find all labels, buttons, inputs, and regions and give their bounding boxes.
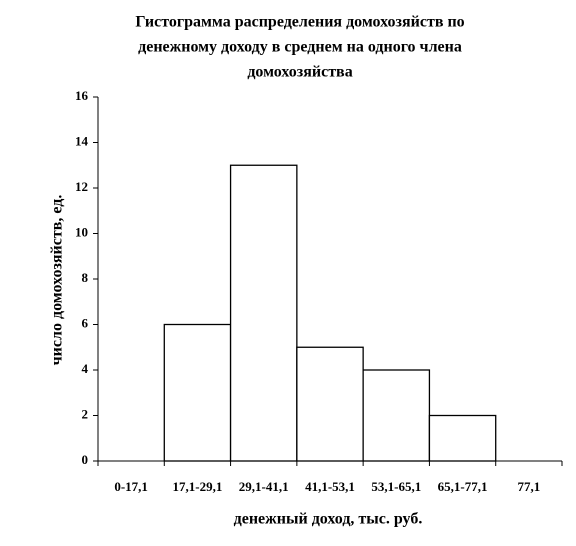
x-tick-label: 29,1-41,1 [239, 479, 289, 494]
y-tick-label: 12 [75, 179, 88, 194]
y-tick-label: 10 [75, 224, 88, 239]
x-tick-label: 0-17,1 [114, 479, 148, 494]
x-tick-label: 41,1-53,1 [305, 479, 355, 494]
bar [296, 346, 364, 462]
bar [362, 369, 431, 462]
y-tick-label: 8 [82, 270, 89, 285]
chart-title: домохозяйства [247, 64, 352, 81]
y-tick-label: 4 [82, 361, 89, 376]
chart-title: Гистограмма распределения домохозяйств п… [135, 14, 464, 31]
x-axis-label: денежный доход, тыс. руб. [234, 511, 423, 528]
bar [163, 323, 232, 462]
y-tick-label: 14 [75, 133, 89, 148]
x-tick-label: 77,1 [517, 479, 540, 494]
y-tick-label: 0 [82, 452, 89, 467]
x-tick-label: 53,1-65,1 [371, 479, 421, 494]
y-axis-label: число домохозяйств, ед. [49, 195, 66, 366]
y-tick-label: 16 [75, 88, 89, 103]
x-tick-label: 65,1-77,1 [438, 479, 488, 494]
bar [428, 414, 497, 462]
y-tick-label: 2 [82, 406, 89, 421]
y-tick-label: 6 [82, 315, 89, 330]
bar [229, 164, 298, 462]
chart-title: денежному доходу в среднем на одного чле… [138, 39, 462, 56]
x-tick-label: 17,1-29,1 [173, 479, 223, 494]
